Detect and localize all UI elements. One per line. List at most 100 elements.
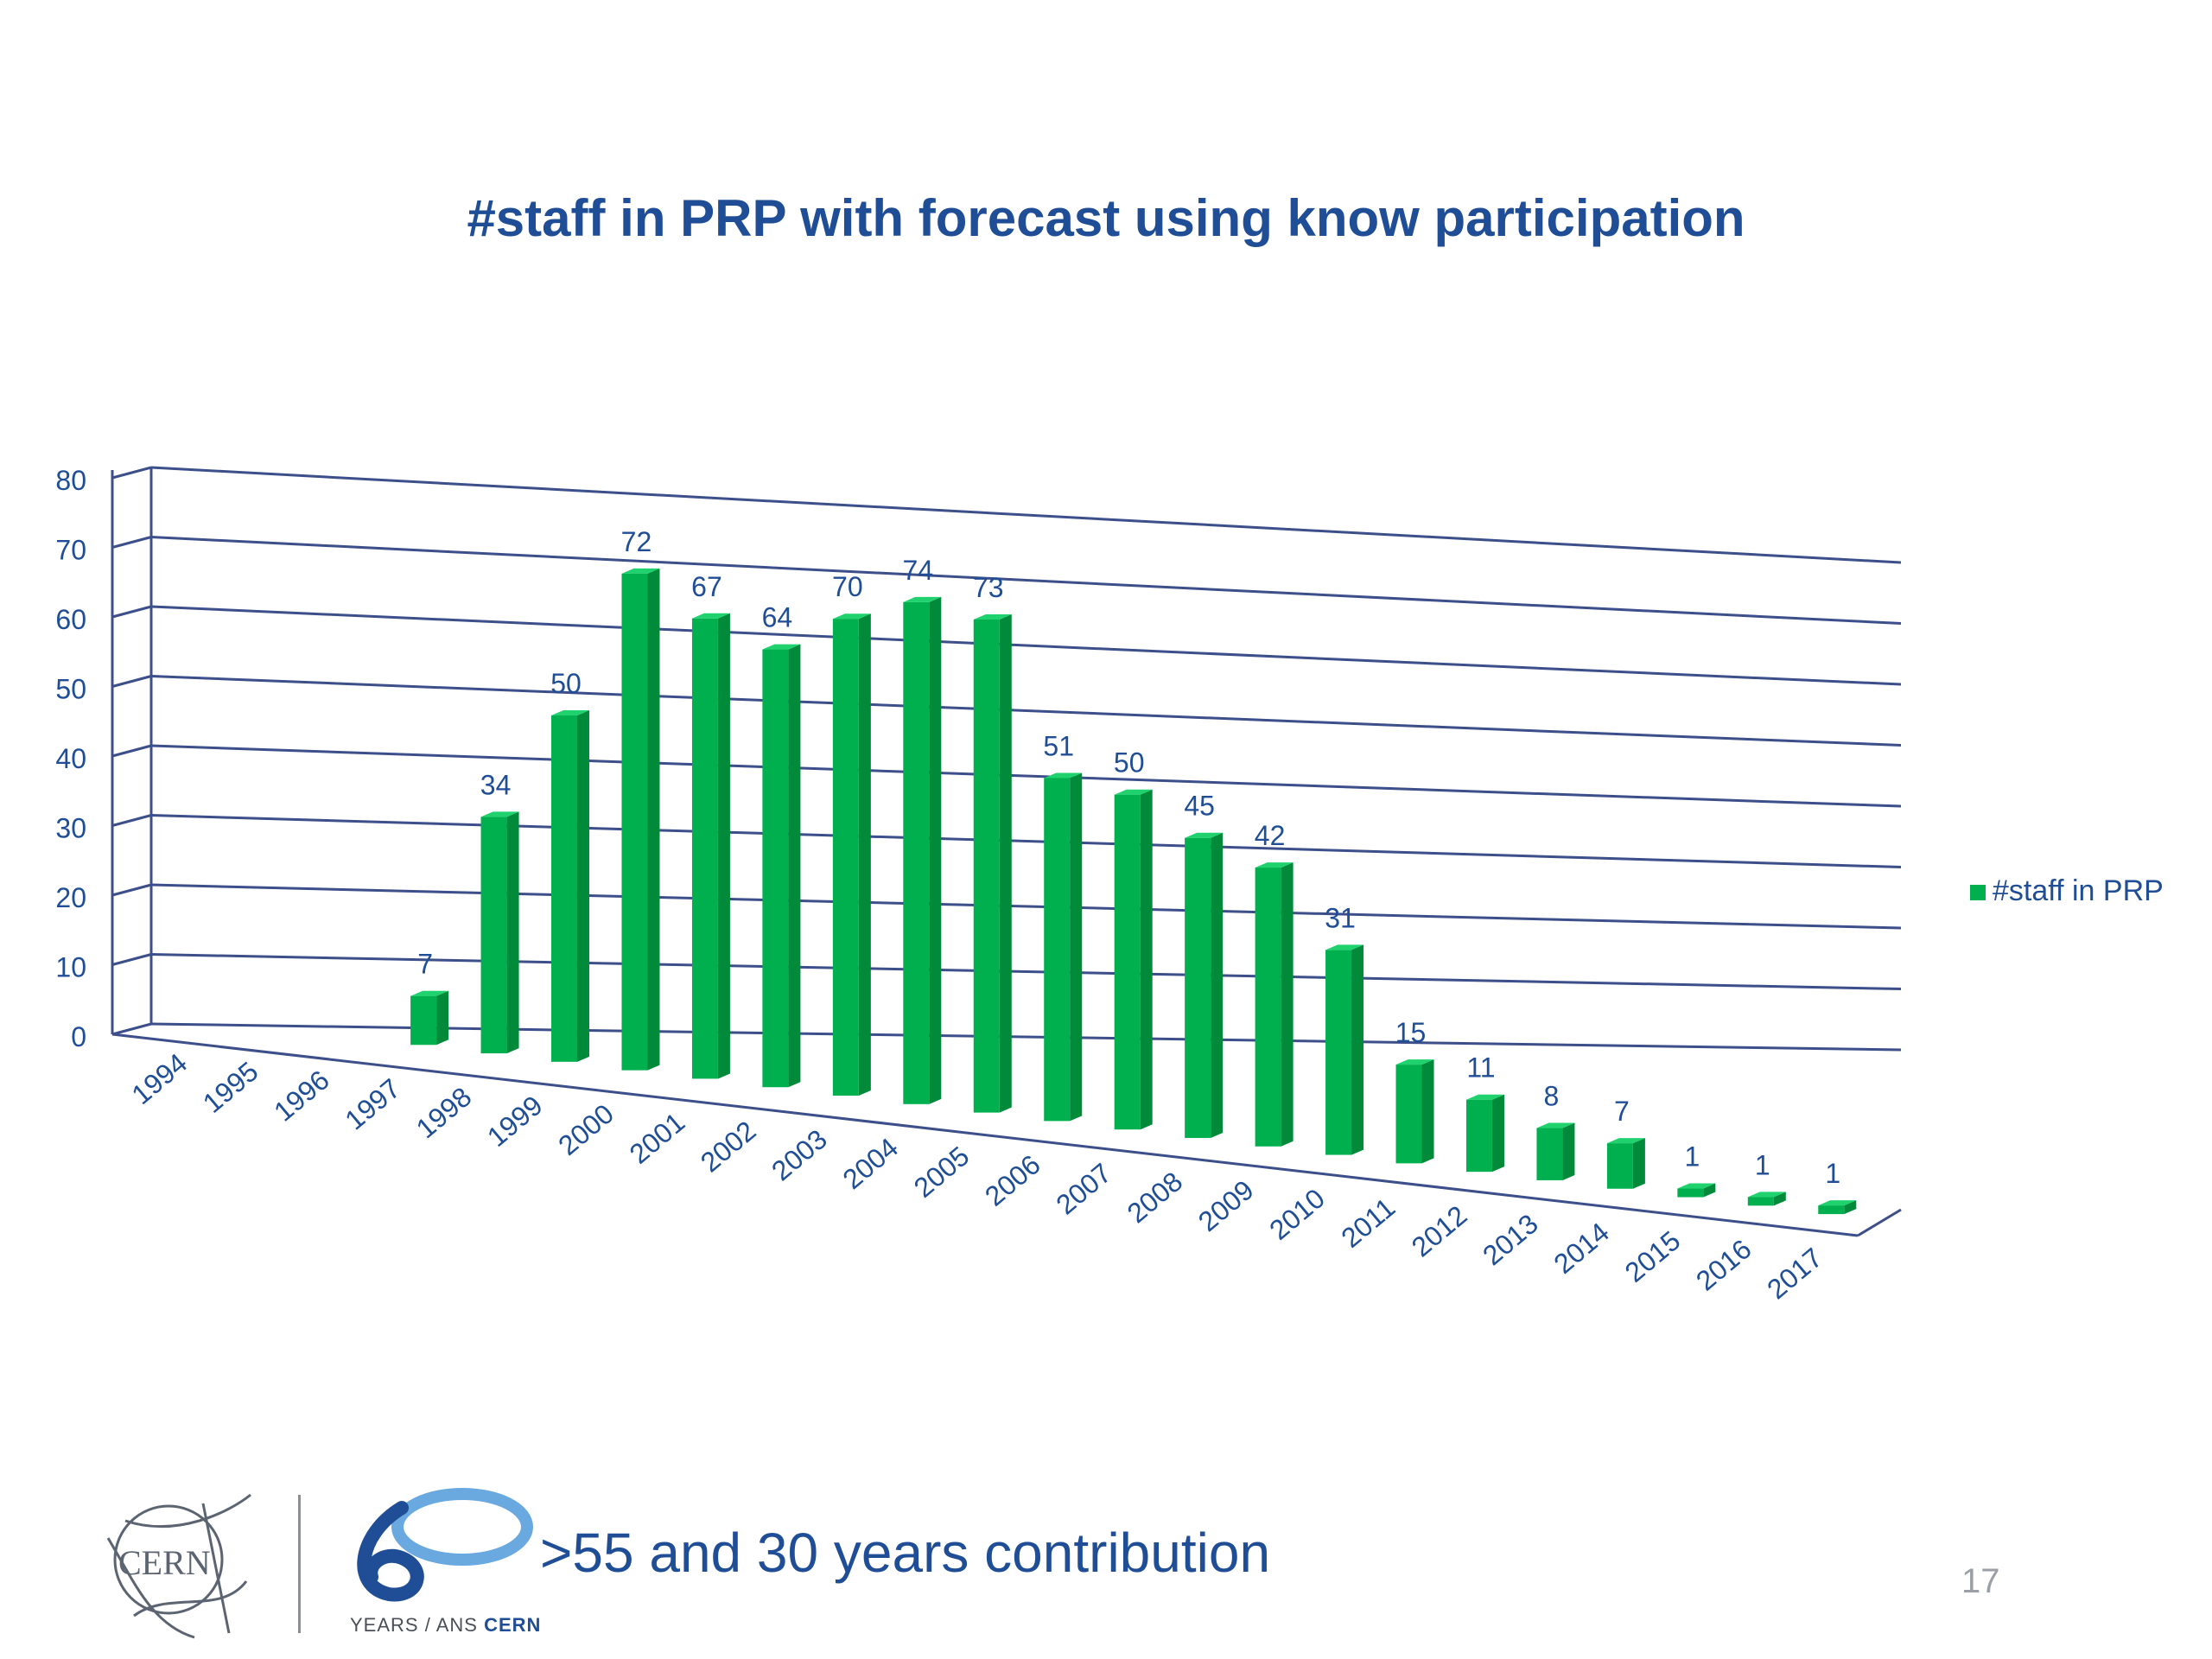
bar-2007 [1114, 794, 1141, 1130]
x-tick-label: 1995 [197, 1056, 264, 1119]
bar-top [480, 811, 519, 817]
bar-top [1325, 944, 1364, 950]
data-label: 31 [1325, 902, 1356, 933]
bar-top [1185, 832, 1224, 838]
bar-top [1677, 1183, 1716, 1189]
bar-2008 [1185, 837, 1211, 1138]
gridline-side-80 [111, 466, 152, 480]
gridline-20 [150, 883, 1902, 930]
y-tick-label: 40 [55, 743, 86, 774]
floor-right-edge [1857, 1208, 1902, 1237]
gridline-side-60 [111, 605, 152, 619]
gridline-50 [150, 675, 1902, 747]
bar-top [1044, 772, 1083, 779]
gridline-side-30 [111, 814, 152, 827]
x-tick-label: 2015 [1619, 1224, 1687, 1287]
gridline-side-20 [111, 883, 152, 897]
bar-side [1773, 1192, 1786, 1206]
bar-top [1536, 1122, 1575, 1128]
bar-top [1818, 1200, 1857, 1206]
bar-top [762, 644, 801, 650]
bar-side [1421, 1059, 1434, 1164]
y-tick-label: 80 [55, 465, 86, 496]
bar-2014 [1606, 1143, 1633, 1189]
bar-side [1140, 789, 1153, 1130]
x-tick-label: 1999 [481, 1090, 549, 1153]
bar-side [1562, 1122, 1575, 1180]
x-tick-label: 2010 [1263, 1183, 1331, 1246]
x-tick-label: 1996 [268, 1064, 335, 1127]
y-tick-label: 30 [55, 813, 86, 844]
bar-top [551, 710, 590, 716]
data-label: 11 [1466, 1052, 1495, 1084]
x-tick-label: 1998 [410, 1081, 478, 1144]
footer-divider [298, 1495, 301, 1633]
x-tick-label: 2016 [1690, 1233, 1758, 1296]
bar-1998 [480, 817, 507, 1054]
bar-top [691, 613, 730, 619]
y-tick-label: 0 [71, 1021, 86, 1052]
y-tick-label: 70 [55, 535, 86, 566]
bar-2017 [1818, 1205, 1845, 1215]
data-label: 50 [550, 668, 582, 699]
x-tick-label: 2007 [1050, 1157, 1117, 1220]
y-tick-label: 20 [55, 882, 86, 913]
bar-top [973, 613, 1012, 620]
floor-front-edge [111, 1033, 1859, 1237]
bar-2009 [1255, 868, 1281, 1147]
gridline-60 [150, 605, 1902, 686]
bar-2004 [903, 601, 930, 1104]
bar-top [903, 596, 942, 602]
bar-top [1465, 1094, 1504, 1100]
data-label: 73 [973, 572, 1004, 603]
data-label: 70 [832, 571, 863, 602]
gridline-side-40 [111, 744, 152, 758]
x-tick-label: 2012 [1406, 1199, 1473, 1262]
anniversary-caption: YEARS / ANS CERN [350, 1614, 542, 1636]
bar-side [929, 596, 942, 1104]
bar-top [1747, 1192, 1786, 1198]
data-label: 34 [480, 769, 512, 800]
bar-side [1703, 1183, 1716, 1198]
y-tick-label: 60 [55, 604, 86, 635]
anniversary-logo [357, 1488, 533, 1602]
data-label: 72 [621, 526, 652, 557]
gridline-40 [150, 744, 1902, 808]
x-tick-label: 2000 [552, 1098, 620, 1161]
bar-side [436, 990, 449, 1046]
bar-2013 [1536, 1128, 1563, 1180]
legend: #staff in PRP [1970, 874, 2164, 907]
data-label: 1 [1755, 1149, 1770, 1180]
x-tick-label: 2011 [1335, 1192, 1401, 1254]
bar-2011 [1395, 1065, 1422, 1164]
bar-side [577, 710, 590, 1062]
bar-2001 [691, 618, 718, 1079]
gridline-side-50 [111, 675, 152, 688]
bar-side [1491, 1094, 1504, 1173]
bar-side [506, 811, 519, 1054]
x-tick-label: 2009 [1192, 1174, 1260, 1237]
x-tick-label: 2008 [1122, 1166, 1189, 1229]
data-label: 64 [762, 602, 793, 633]
bar-side [1844, 1200, 1857, 1215]
x-tick-label: 2004 [836, 1132, 904, 1195]
bar-side [999, 613, 1012, 1113]
bar-2015 [1677, 1188, 1704, 1198]
bar-side [1070, 772, 1083, 1122]
data-label: 1 [1825, 1158, 1840, 1189]
bar-2010 [1325, 950, 1352, 1155]
x-tick-label: 2002 [695, 1115, 762, 1178]
data-label: 42 [1255, 820, 1286, 851]
bar-2006 [1044, 778, 1071, 1122]
data-label: 74 [903, 555, 934, 586]
x-tick-label: 2017 [1761, 1242, 1828, 1305]
bar-1999 [551, 715, 578, 1062]
bars-layer [410, 568, 1857, 1215]
grid-layer: 0 10 20 30 40 50 60 70 80 [55, 465, 1902, 1237]
x-tick-label: 2014 [1548, 1217, 1615, 1280]
gridline-side-70 [111, 536, 152, 549]
data-label: 1 [1684, 1141, 1700, 1173]
bar-side [647, 568, 660, 1071]
bar-top [832, 613, 871, 620]
